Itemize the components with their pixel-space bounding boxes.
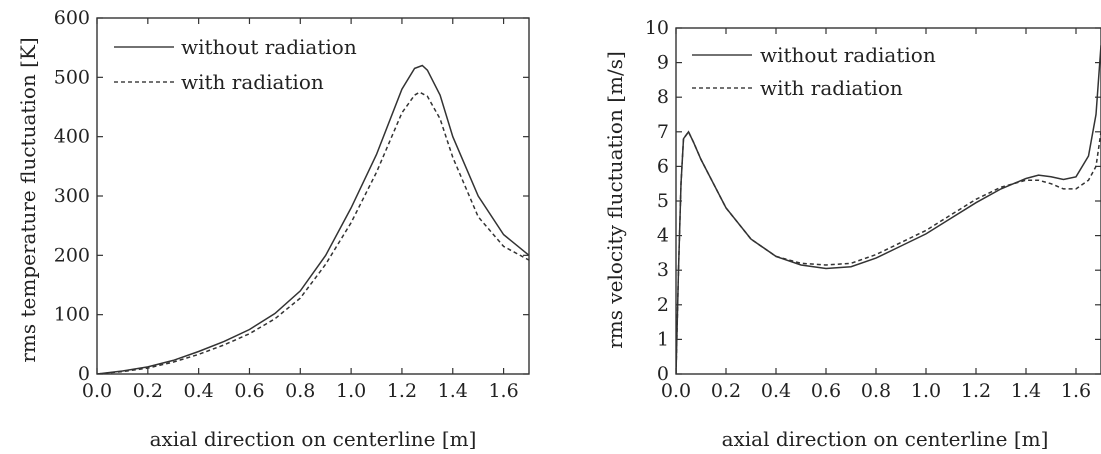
velocity-y-tick-label: 4 <box>657 225 669 247</box>
velocity-x-tick-label: 0.4 <box>761 380 791 402</box>
temperature-y-tick-label: 100 <box>54 304 90 326</box>
temperature-series-with-radiation-line <box>97 91 529 374</box>
temperature-x-tick-label: 0.2 <box>133 380 163 402</box>
temperature-x-tick-label: 0.8 <box>285 380 315 402</box>
velocity-x-tick-label: 0.8 <box>861 380 891 402</box>
temperature-y-tick-label: 300 <box>54 185 90 207</box>
velocity-y-tick-label: 5 <box>657 190 669 212</box>
temperature-x-tick-label: 0.6 <box>234 380 264 402</box>
chart-temperature: 0.0 0.2 0.4 0.6 0.8 1.0 1.2 1.4 1.6 0 100 200 300 400… <box>16 7 530 451</box>
velocity-legend: without radiation with radiation <box>692 43 936 100</box>
velocity-y-tick-label: 6 <box>657 155 669 177</box>
temperature-y-axis-label: rms temperature fluctuation [K] <box>16 37 40 362</box>
temperature-legend-label-with-radiation: with radiation <box>181 70 324 94</box>
velocity-x-axis-label: axial direction on centerline [m] <box>722 427 1049 451</box>
temperature-x-tick-label: 1.4 <box>438 380 468 402</box>
velocity-x-tick-label: 1.6 <box>1061 380 1091 402</box>
velocity-legend-label-without-radiation: without radiation <box>760 43 936 67</box>
temperature-series-without-radiation-line <box>97 64 529 374</box>
temperature-x-tick-label: 1.2 <box>387 380 417 402</box>
velocity-x-tick-label: 0.2 <box>711 380 741 402</box>
temperature-x-tick-label: 0.4 <box>184 380 214 402</box>
velocity-x-tick-label: 0.6 <box>811 380 841 402</box>
velocity-y-tick-label: 9 <box>657 52 669 74</box>
temperature-y-tick-label: 200 <box>54 244 90 266</box>
temperature-y-tick-label: 0 <box>78 363 90 385</box>
velocity-y-tick-label: 0 <box>657 363 669 385</box>
temperature-y-tick-label: 500 <box>54 66 90 88</box>
velocity-y-tick-label: 1 <box>657 328 669 350</box>
chart-velocity: 0.0 0.2 0.4 0.6 0.8 1.0 1.2 1.4 1.6012345678910 … <box>603 17 1101 451</box>
velocity-series-without-radiation-line <box>676 45 1101 374</box>
velocity-x-tick-label: 1.2 <box>961 380 991 402</box>
velocity-y-tick-label: 3 <box>657 259 669 281</box>
temperature-x-tick-label: 0.0 <box>82 380 112 402</box>
velocity-series-with-radiation-line <box>676 130 1101 374</box>
velocity-y-tick-label: 10 <box>645 17 669 39</box>
velocity-legend-label-with-radiation: with radiation <box>760 76 903 100</box>
velocity-y-tick-label: 2 <box>657 294 669 316</box>
velocity-x-tick-label: 1.0 <box>911 380 941 402</box>
temperature-y-tick-label: 400 <box>54 126 90 148</box>
temperature-legend: without radiation with radiation <box>114 35 357 94</box>
temperature-y-tick-label: 600 <box>54 7 90 29</box>
velocity-y-axis-label: rms velocity fluctuation [m/s] <box>603 51 627 349</box>
velocity-y-tick-label: 7 <box>657 121 669 143</box>
temperature-x-tick-label: 1.6 <box>488 380 518 402</box>
temperature-x-axis-label: axial direction on centerline [m] <box>150 427 477 451</box>
velocity-y-tick-label: 8 <box>657 86 669 108</box>
velocity-x-tick-label: 1.4 <box>1011 380 1041 402</box>
temperature-legend-label-without-radiation: without radiation <box>181 35 357 59</box>
temperature-x-tick-label: 1.0 <box>336 380 366 402</box>
velocity-x-tick-label: 0.0 <box>661 380 691 402</box>
